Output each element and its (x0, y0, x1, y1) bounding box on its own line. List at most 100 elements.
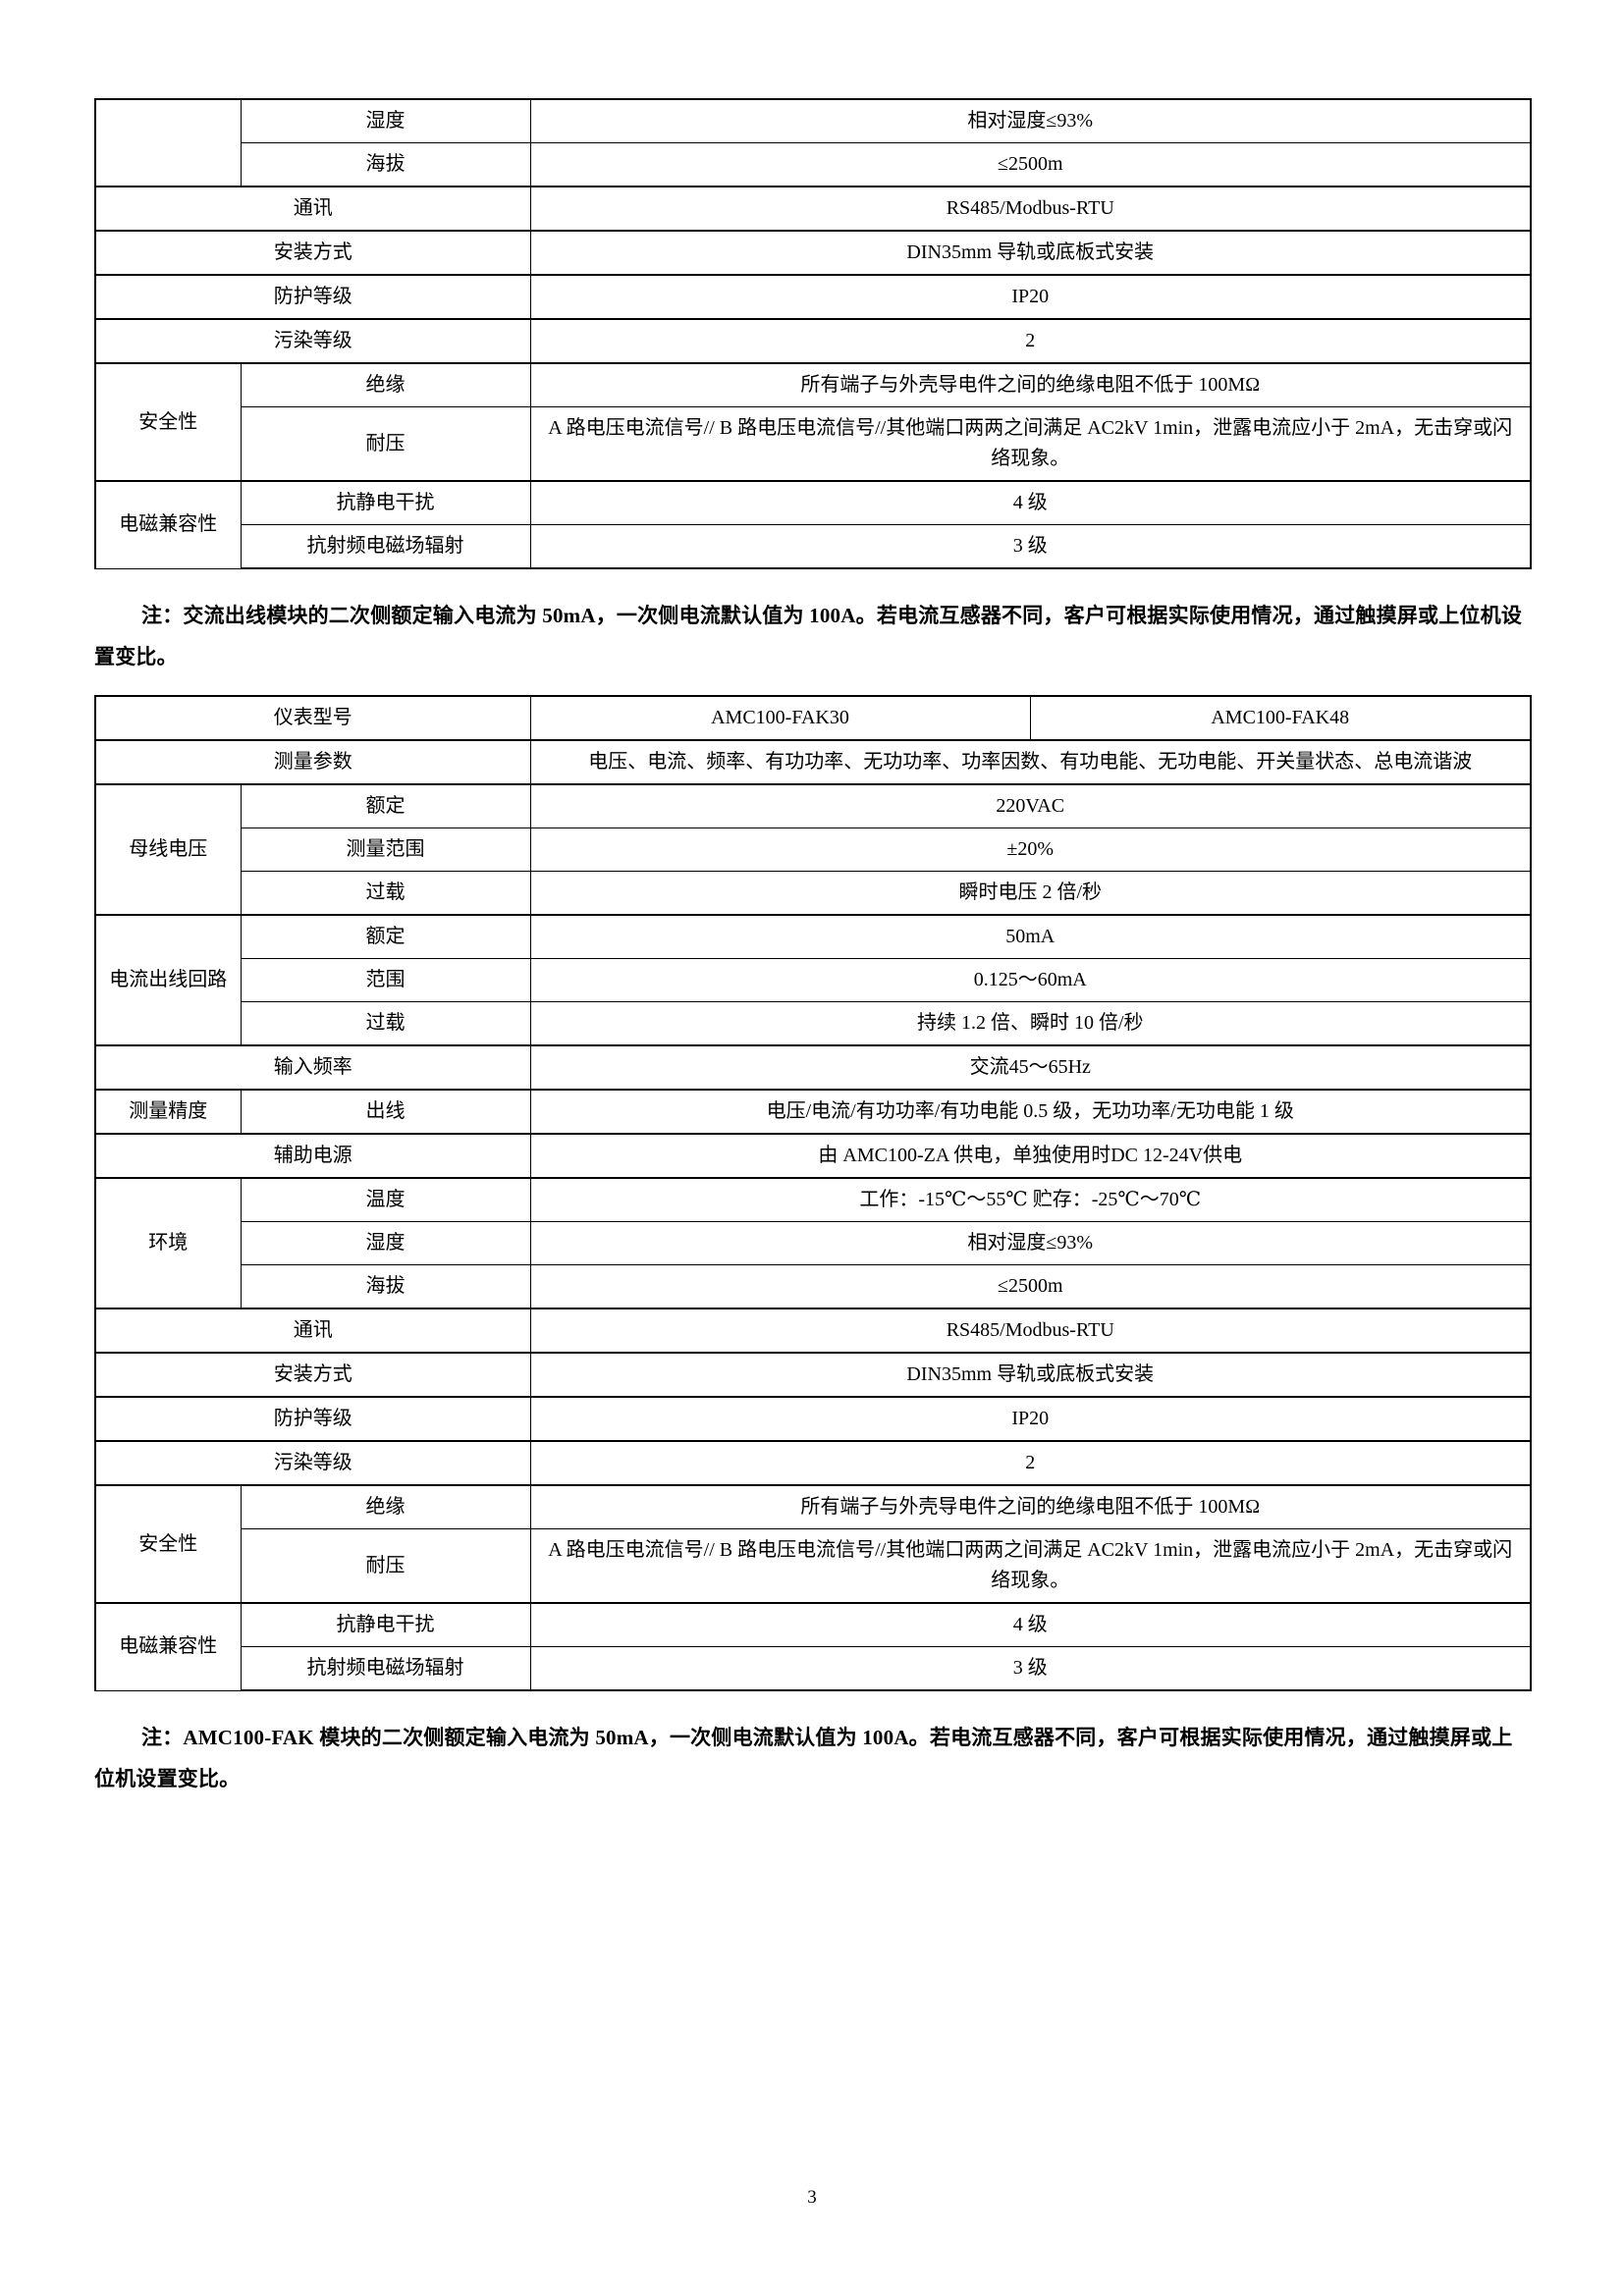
table-row: 输入频率 交流45～65Hz (94, 1044, 1532, 1091)
row-group-label-environment: 环境 (94, 1177, 242, 1309)
table-row: 防护等级 IP20 (94, 1396, 1532, 1442)
row-value: 所有端子与外壳导电件之间的绝缘电阻不低于 100MΩ (529, 1484, 1532, 1529)
row-value: 220VAC (529, 783, 1532, 828)
row-sublabel: 湿度 (240, 1221, 531, 1265)
row-group-label-emc: 电磁兼容性 (94, 480, 242, 569)
row-sublabel: 过载 (240, 1001, 531, 1046)
row-value: 0.125～60mA (529, 958, 1532, 1002)
table-row: 海拔 ≤2500m (95, 142, 1532, 187)
note-paragraph-2: 注：AMC100-FAK 模块的二次侧额定输入电流为 50mA，一次侧电流默认值… (94, 1726, 1513, 1790)
table-row: 通讯 RS485/Modbus-RTU (94, 186, 1532, 232)
row-value: 2 (529, 318, 1532, 364)
row-label-protection-grade: 防护等级 (94, 1396, 531, 1442)
table-row: 范围 0.125～60mA (95, 958, 1532, 1002)
row-value: 工作：-15℃～55℃ 贮存：-25℃～70℃ (529, 1177, 1532, 1222)
row-value: 50mA (529, 914, 1532, 959)
table-row: 环境 温度 工作：-15℃～55℃ 贮存：-25℃～70℃ (94, 1177, 1532, 1309)
table-row: 抗射频电磁场辐射 3 级 (95, 1646, 1532, 1691)
table-row: 湿度 相对湿度≤93% (94, 98, 1532, 187)
row-value: RS485/Modbus-RTU (529, 1308, 1532, 1354)
row-value: ±20% (529, 828, 1532, 872)
table-row: 测量参数 电压、电流、频率、有功功率、无功功率、功率因数、有功电能、无功电能、开… (94, 739, 1532, 785)
table-row: 母线电压 额定 220VAC (94, 783, 1532, 916)
header-model-fak30: AMC100-FAK30 (529, 695, 1031, 741)
table-row: 安全性 绝缘 所有端子与外壳导电件之间的绝缘电阻不低于 100MΩ (94, 1484, 1532, 1604)
row-value: 交流45～65Hz (529, 1044, 1532, 1091)
row-value: IP20 (529, 274, 1532, 320)
page-number: 3 (807, 2187, 817, 2208)
row-sublabel: 抗静电干扰 (240, 480, 531, 525)
row-sublabel: 测量范围 (240, 828, 531, 872)
row-label-mounting: 安装方式 (94, 230, 531, 276)
table-row: 电磁兼容性 抗静电干扰 4 级 (94, 480, 1532, 569)
row-sublabel: 绝缘 (240, 362, 531, 407)
table-row: 辅助电源 由 AMC100-ZA 供电，单独使用时DC 12-24V供电 (94, 1133, 1532, 1179)
row-sublabel: 海拔 (240, 1264, 531, 1309)
row-value: 电压/电流/有功功率/有功电能 0.5 级，无功功率/无功电能 1 级 (529, 1089, 1532, 1135)
row-sublabel: 抗静电干扰 (240, 1602, 531, 1647)
spec-table-continued: 湿度 相对湿度≤93% 海拔 ≤2500m 通讯 RS485/Modbus-RT… (94, 98, 1532, 569)
row-group-label-safety: 安全性 (94, 1484, 242, 1604)
row-sublabel: 额定 (240, 914, 531, 959)
row-value: A 路电压电流信号// B 路电压电流信号//其他端口两两之间满足 AC2kV … (529, 1528, 1532, 1604)
row-value: 由 AMC100-ZA 供电，单独使用时DC 12-24V供电 (529, 1133, 1532, 1179)
row-label-communication: 通讯 (94, 186, 531, 232)
spec-table-fak: 仪表型号 AMC100-FAK30 AMC100-FAK48 测量参数 电压、电… (94, 695, 1532, 1691)
row-label-input-frequency: 输入频率 (94, 1044, 531, 1091)
row-value: DIN35mm 导轨或底板式安装 (529, 230, 1532, 276)
table-row: 测量范围 ±20% (95, 828, 1532, 872)
row-value: ≤2500m (529, 1264, 1532, 1309)
row-label-pollution-grade: 污染等级 (94, 1440, 531, 1486)
table-row: 通讯 RS485/Modbus-RTU (94, 1308, 1532, 1354)
table-row: 污染等级 2 (94, 318, 1532, 364)
table-row: 耐压 A 路电压电流信号// B 路电压电流信号//其他端口两两之间满足 AC2… (95, 406, 1532, 482)
row-sublabel: 海拔 (240, 142, 531, 187)
table-row: 安全性 绝缘 所有端子与外壳导电件之间的绝缘电阻不低于 100MΩ (94, 362, 1532, 482)
table-header-row: 仪表型号 AMC100-FAK30 AMC100-FAK48 (94, 695, 1532, 741)
row-value: RS485/Modbus-RTU (529, 186, 1532, 232)
row-value: 所有端子与外壳导电件之间的绝缘电阻不低于 100MΩ (529, 362, 1532, 407)
row-group-label-env (94, 98, 242, 187)
row-value: 2 (529, 1440, 1532, 1486)
row-value: IP20 (529, 1396, 1532, 1442)
row-group-label-bus-voltage: 母线电压 (94, 783, 242, 916)
row-sublabel: 抗射频电磁场辐射 (240, 1646, 531, 1691)
row-sublabel: 温度 (240, 1177, 531, 1222)
row-sublabel: 出线 (240, 1089, 531, 1135)
row-sublabel: 范围 (240, 958, 531, 1002)
table-row: 耐压 A 路电压电流信号// B 路电压电流信号//其他端口两两之间满足 AC2… (95, 1528, 1532, 1604)
row-label-pollution-grade: 污染等级 (94, 318, 531, 364)
table-row: 过载 瞬时电压 2 倍/秒 (95, 871, 1532, 916)
row-sublabel: 耐压 (240, 406, 531, 482)
row-value: 4 级 (529, 1602, 1532, 1647)
table-row: 防护等级 IP20 (94, 274, 1532, 320)
row-sublabel: 绝缘 (240, 1484, 531, 1529)
table-row: 电流出线回路 额定 50mA (94, 914, 1532, 1046)
row-value: 3 级 (529, 1646, 1532, 1691)
note-paragraph-1: 注：交流出线模块的二次侧额定输入电流为 50mA，一次侧电流默认值为 100A。… (94, 604, 1523, 668)
table-row: 湿度 相对湿度≤93% (95, 1221, 1532, 1265)
table-row: 电磁兼容性 抗静电干扰 4 级 (94, 1602, 1532, 1691)
row-value: 相对湿度≤93% (529, 1221, 1532, 1265)
row-sublabel: 耐压 (240, 1528, 531, 1604)
row-label-protection-grade: 防护等级 (94, 274, 531, 320)
table-row: 过载 持续 1.2 倍、瞬时 10 倍/秒 (95, 1001, 1532, 1046)
row-value: 瞬时电压 2 倍/秒 (529, 871, 1532, 916)
row-group-label-current-circuit: 电流出线回路 (94, 914, 242, 1046)
row-value: 4 级 (529, 480, 1532, 525)
row-label-mounting: 安装方式 (94, 1352, 531, 1398)
row-value: DIN35mm 导轨或底板式安装 (529, 1352, 1532, 1398)
row-label-measure-params: 测量参数 (94, 739, 531, 785)
row-value: 相对湿度≤93% (529, 98, 1532, 143)
row-sublabel: 湿度 (240, 98, 531, 143)
row-sublabel: 额定 (240, 783, 531, 828)
row-sublabel: 过载 (240, 871, 531, 916)
row-value: 电压、电流、频率、有功功率、无功功率、功率因数、有功电能、无功电能、开关量状态、… (529, 739, 1532, 785)
table-row: 海拔 ≤2500m (95, 1264, 1532, 1309)
row-group-label-safety: 安全性 (94, 362, 242, 482)
row-label-accuracy: 测量精度 (94, 1089, 242, 1135)
row-value: 3 级 (529, 524, 1532, 569)
page-content: 湿度 相对湿度≤93% 海拔 ≤2500m 通讯 RS485/Modbus-RT… (94, 98, 1532, 1817)
header-label-model: 仪表型号 (94, 695, 531, 741)
